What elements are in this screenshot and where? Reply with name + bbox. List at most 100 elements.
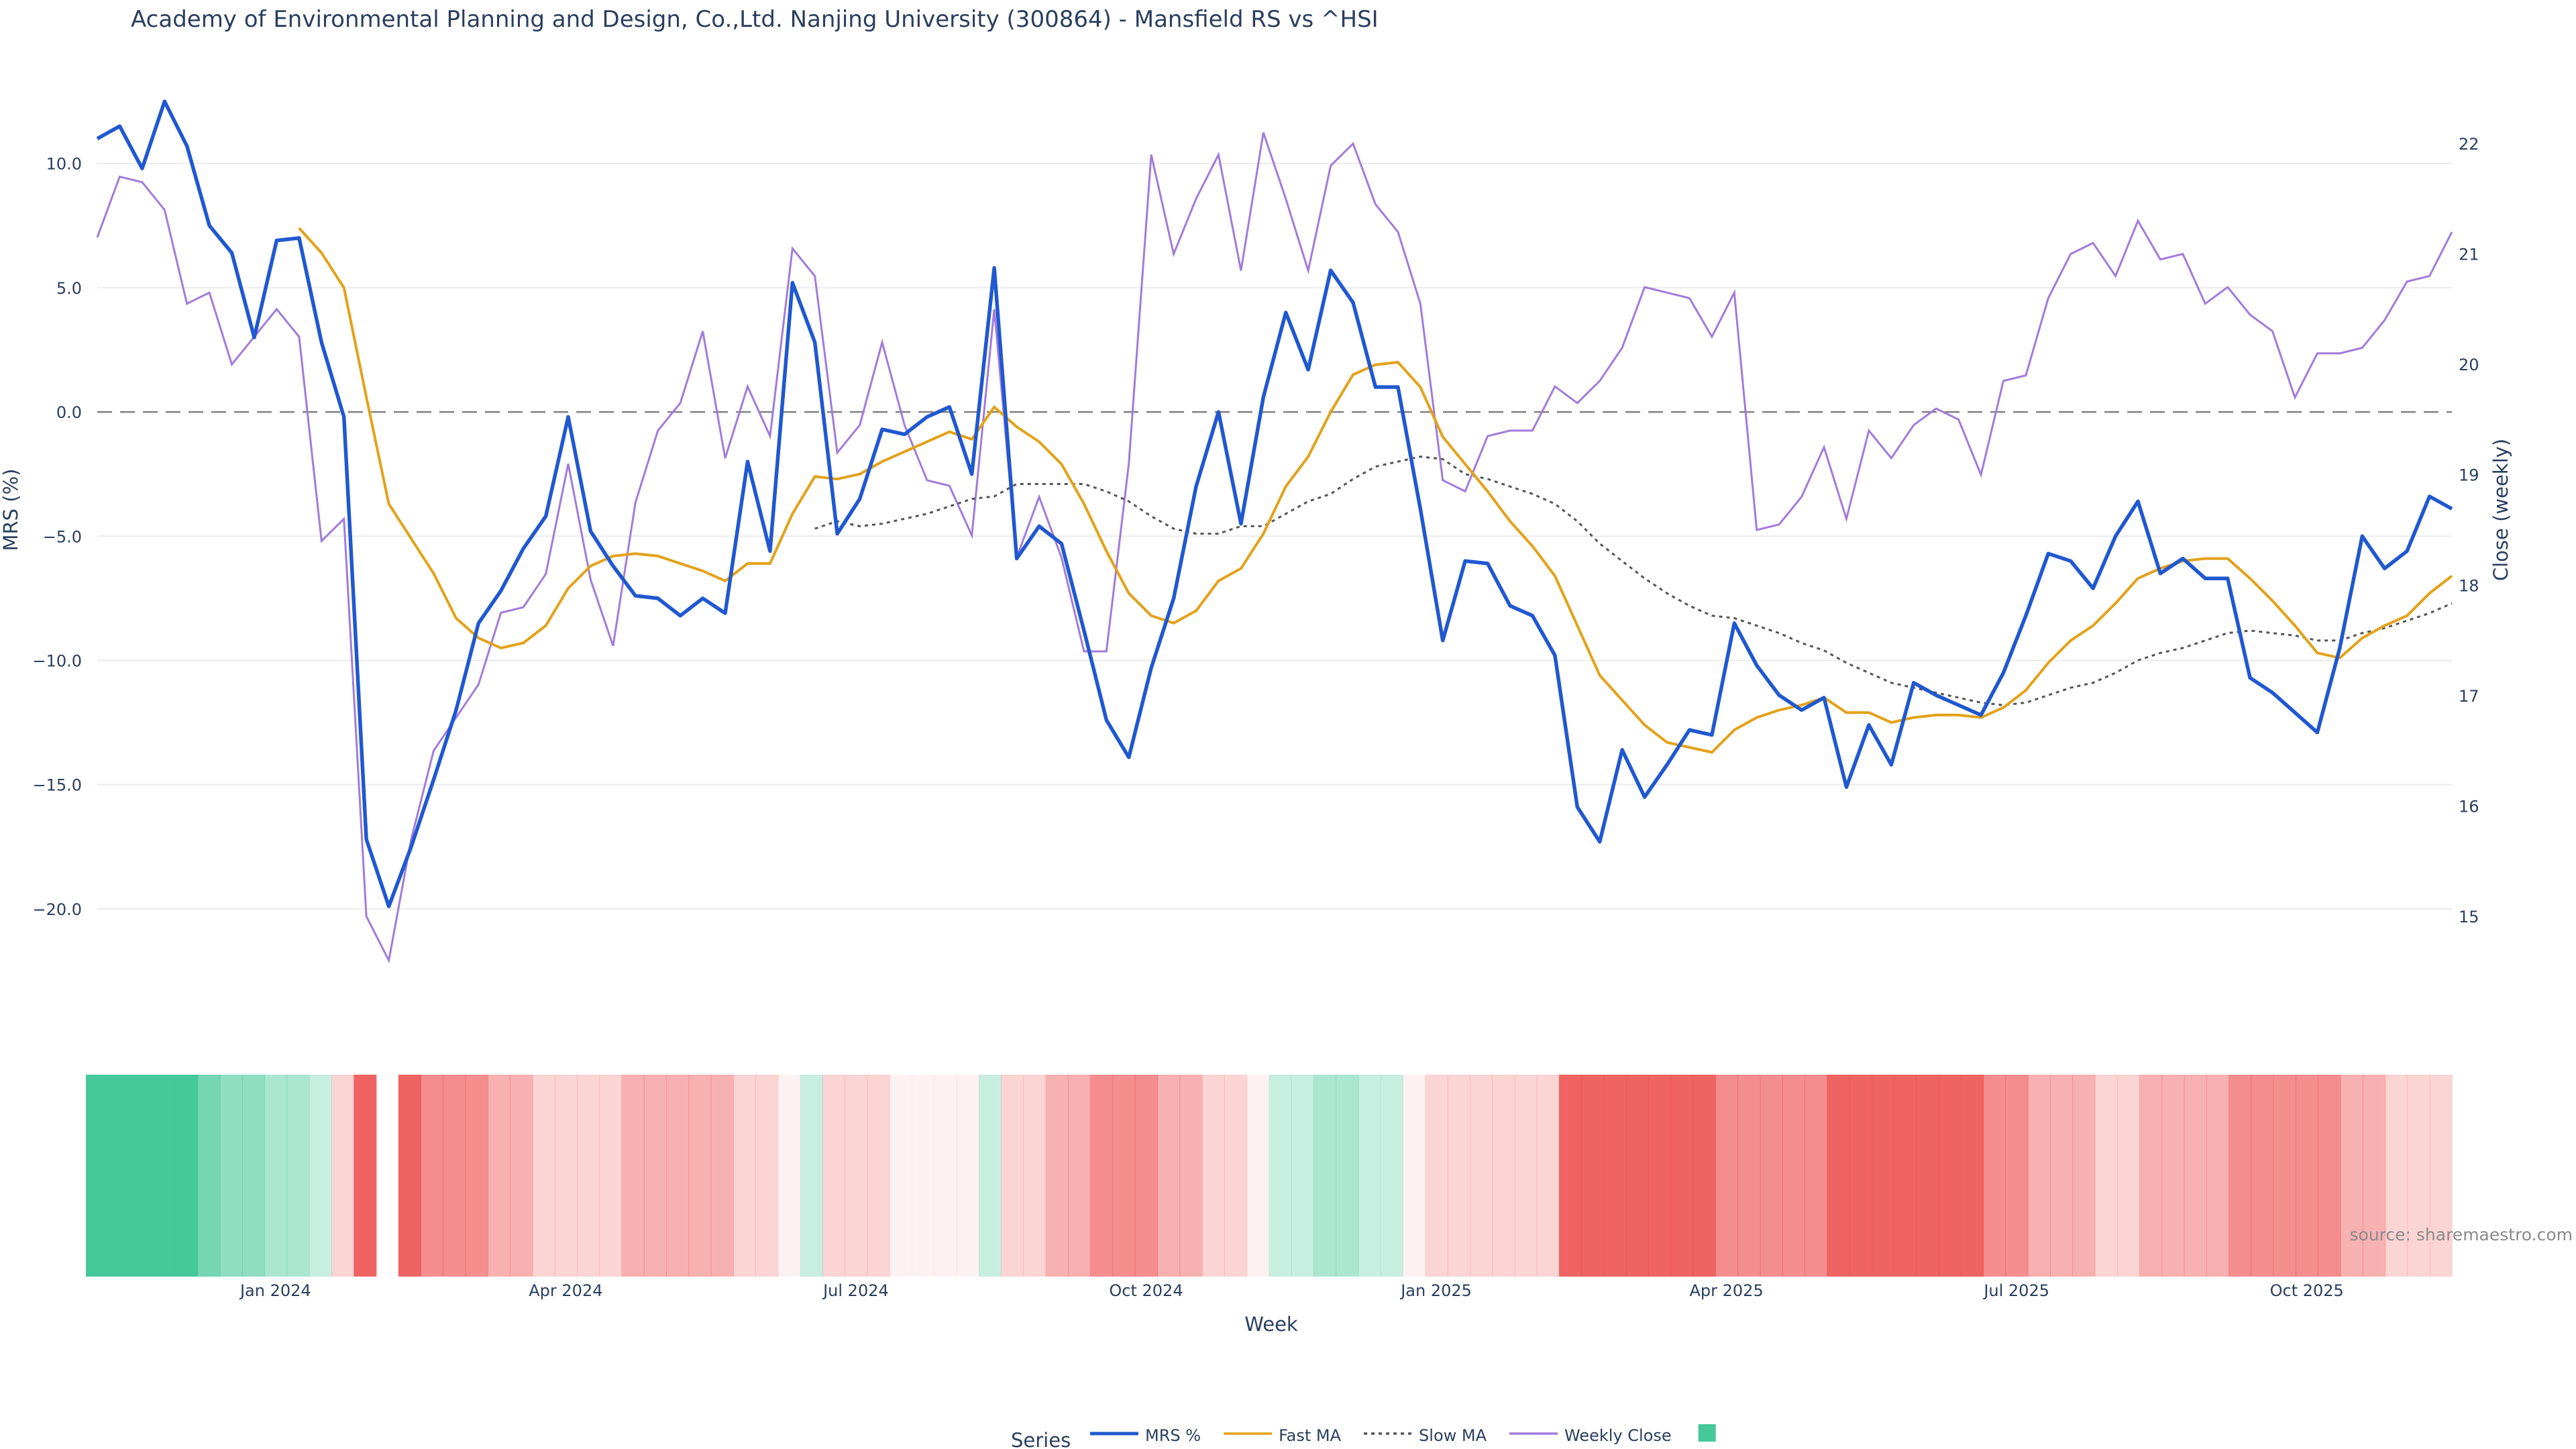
- strip-cell: [934, 1075, 957, 1277]
- strip-cell: [1090, 1075, 1114, 1277]
- strip-cell: [1112, 1075, 1136, 1277]
- x-tick-label: Apr 2025: [1689, 1281, 1763, 1300]
- strip-cell: [465, 1075, 488, 1277]
- strip-cell: [1246, 1075, 1270, 1277]
- strip-cell: [554, 1075, 578, 1277]
- strip-cell: [2139, 1075, 2163, 1277]
- right-tick-label: 20: [2459, 356, 2479, 374]
- strip-cell: [1403, 1075, 1426, 1277]
- strip-cell: [1380, 1075, 1403, 1277]
- legend-item[interactable]: Slow MA: [1364, 1426, 1487, 1445]
- strip-cell: [755, 1075, 779, 1277]
- strip-cell: [197, 1075, 221, 1277]
- strip-cell: [822, 1075, 846, 1277]
- strip-cell: [889, 1075, 912, 1277]
- strip-cell: [2407, 1075, 2430, 1277]
- left-tick-label: 10.0: [46, 155, 82, 174]
- x-tick-label: Apr 2024: [529, 1281, 602, 1300]
- strip-cell: [1358, 1075, 1381, 1277]
- x-tick-label: Oct 2024: [1109, 1281, 1183, 1300]
- strip-cell: [1715, 1075, 1739, 1277]
- strip-cell: [1916, 1075, 1939, 1277]
- left-tick-label: 0.0: [56, 403, 82, 422]
- legend-title: Series: [1011, 1429, 1071, 1449]
- strip-cell: [264, 1075, 288, 1277]
- strip-cell: [599, 1075, 623, 1277]
- strip-cell: [1001, 1075, 1024, 1277]
- strip-cell: [2296, 1075, 2319, 1277]
- strip-cell: [1670, 1075, 1694, 1277]
- left-tick-label: 5.0: [56, 279, 82, 298]
- strip-cell: [1827, 1075, 1850, 1277]
- series-slow-ma: [814, 455, 2453, 706]
- x-tick-label: Jul 2024: [822, 1281, 889, 1300]
- strip-cell: [2429, 1075, 2453, 1277]
- strip-cell: [733, 1075, 756, 1277]
- y-axis-right-title: Close (weekly): [2489, 439, 2512, 581]
- left-tick-label: −20.0: [32, 900, 82, 919]
- strip-cell: [666, 1075, 690, 1277]
- legend-item[interactable]: [1698, 1424, 1716, 1442]
- x-axis-ticks: Jan 2024 Apr 2024 Jul 2024 Oct 2024 Jan 2025…: [239, 1281, 2344, 1300]
- strip-cell: [1536, 1075, 1560, 1277]
- strip-cell: [1313, 1075, 1337, 1277]
- strip-cell: [108, 1075, 131, 1277]
- strip-cell: [1559, 1075, 1582, 1277]
- strip-cell: [688, 1075, 712, 1277]
- strip-cell: [532, 1075, 555, 1277]
- legend-label: MRS %: [1145, 1426, 1201, 1445]
- strip-cell: [2072, 1075, 2096, 1277]
- strip-cell: [1492, 1075, 1515, 1277]
- strip-cell: [1469, 1075, 1493, 1277]
- strip-cell: [1871, 1075, 1894, 1277]
- strip-cell: [86, 1075, 109, 1277]
- strip-cell: [1625, 1075, 1649, 1277]
- strip-cell: [1581, 1075, 1605, 1277]
- strip-cell: [2161, 1075, 2185, 1277]
- legend-item[interactable]: Weekly Close: [1509, 1426, 1672, 1445]
- left-tick-label: −5.0: [43, 527, 82, 546]
- y-axis-left-title: MRS (%): [0, 469, 22, 551]
- source-label: source: sharemaestro.com: [2350, 1225, 2573, 1244]
- strip-cell: [1224, 1075, 1248, 1277]
- legend-item[interactable]: MRS %: [1090, 1426, 1201, 1445]
- strip-cell: [175, 1075, 199, 1277]
- right-axis-ticks: 15 16 17 18 19 20 21 22: [2459, 135, 2479, 926]
- strip-cell: [1938, 1075, 1962, 1277]
- strip-cell: [2094, 1075, 2118, 1277]
- legend-item[interactable]: Fast MA: [1224, 1426, 1342, 1445]
- strip-cell: [1157, 1075, 1181, 1277]
- strip-cell: [1648, 1075, 1672, 1277]
- right-tick-label: 19: [2459, 466, 2479, 485]
- right-tick-label: 21: [2459, 246, 2479, 264]
- strip-cell: [152, 1075, 176, 1277]
- strip-cell: [2362, 1075, 2385, 1277]
- strip-cell: [398, 1075, 421, 1277]
- strip-cell: [1760, 1075, 1783, 1277]
- strip-cell: [577, 1075, 600, 1277]
- strip-cell: [286, 1075, 310, 1277]
- x-tick-label: Jul 2025: [1982, 1281, 2049, 1300]
- strip-cell: [1179, 1075, 1203, 1277]
- strip-cell: [710, 1075, 734, 1277]
- strip-cell: [1201, 1075, 1225, 1277]
- legend[interactable]: Series MRS % Fast MA Slow MA Weekly Close: [1011, 1424, 1716, 1449]
- strip-cell: [1603, 1075, 1627, 1277]
- legend-swatch: [1698, 1424, 1716, 1442]
- strip-cell: [510, 1075, 533, 1277]
- strip-cell: [2340, 1075, 2363, 1277]
- strip-cell: [1291, 1075, 1314, 1277]
- strip-cell: [1737, 1075, 1761, 1277]
- x-tick-label: Jan 2025: [1399, 1281, 1472, 1300]
- strip-cell: [956, 1075, 979, 1277]
- series-fast-ma: [298, 227, 2453, 754]
- strip-cell: [1983, 1075, 2006, 1277]
- momentum-strip: [86, 1075, 2453, 1277]
- right-tick-label: 15: [2459, 908, 2479, 926]
- strip-cell: [130, 1075, 154, 1277]
- strip-cell: [643, 1075, 667, 1277]
- strip-cell: [2318, 1075, 2341, 1277]
- left-tick-label: −10.0: [32, 651, 82, 670]
- strip-cell: [241, 1075, 265, 1277]
